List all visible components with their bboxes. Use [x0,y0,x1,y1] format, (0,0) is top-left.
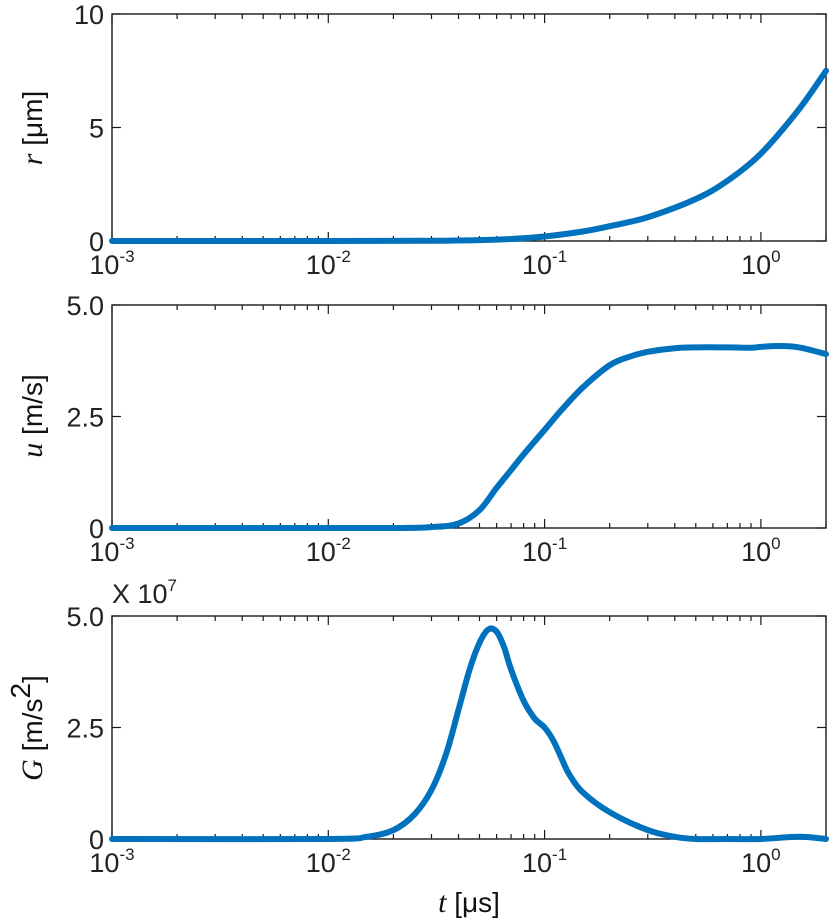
series-group [109,67,829,245]
panel-r: 10-3 10-2 10-1 100 0 5 10 r [μm] [16,0,829,280]
y-tick-label: 10 [74,0,104,30]
x-axis-label: t [μs] [438,886,500,919]
x-tick-label: 10-1 [522,534,567,567]
x-tick-label: 10-2 [306,247,351,280]
x-tick-label: 10-1 [522,247,567,280]
series-line [109,67,829,245]
y-tick-label: 5 [89,114,104,144]
x-tick-label: 10-1 [522,845,567,878]
panel-g: 10-3 10-2 10-1 100 0 2.5 5.0 X 107 G [m/s2] t… [5,576,829,919]
y-tick-label: 5.0 [66,291,104,321]
x-tick-label: 10-3 [89,247,134,280]
x-tick-label: 10-3 [89,534,134,567]
y-tick-label: 2.5 [66,714,104,744]
x-ticks: 10-3 10-2 10-1 100 [89,616,827,878]
x-ticks: 10-3 10-2 10-1 100 [89,305,827,567]
x-tick-label: 10-2 [306,534,351,567]
x-tick-label: 10-2 [306,845,351,878]
plot-frame [111,304,827,529]
plot-frame [111,615,827,840]
series-group [109,625,829,843]
y-tick-label: 2.5 [66,403,104,433]
y-axis-label: r [μm] [16,91,49,165]
series-group [109,343,829,532]
x-tick-label: 100 [741,247,781,280]
y-ticks: 0 2.5 5.0 [66,291,826,544]
x-tick-label: 100 [741,845,781,878]
y-axis-label: G [m/s2] [5,675,49,781]
y-tick-label: 0 [89,227,104,257]
y-ticks: 0 2.5 5.0 [66,602,826,855]
series-line [109,625,829,843]
y-tick-label: 5.0 [66,602,104,632]
panel-u: 10-3 10-2 10-1 100 0 2.5 5.0 u [m/s] [16,291,829,567]
series-line [109,343,829,532]
multiplier-label: X 107 [112,576,177,609]
y-tick-label: 0 [89,514,104,544]
y-tick-label: 0 [89,825,104,855]
x-tick-label: 100 [741,534,781,567]
y-ticks: 0 5 10 [74,0,826,257]
plot-frame [111,13,827,242]
y-axis-label: u [m/s] [16,374,49,457]
x-tick-label: 10-3 [89,845,134,878]
